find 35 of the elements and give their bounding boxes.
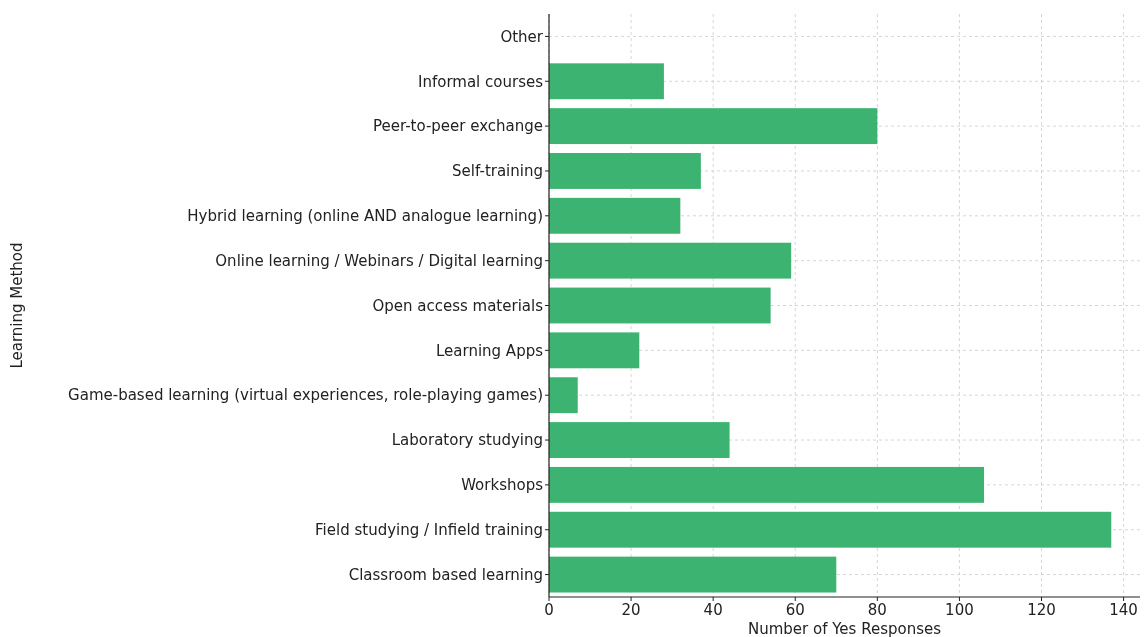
x-tick-label: 120 xyxy=(1027,601,1056,619)
y-tick-label: Peer-to-peer exchange xyxy=(372,117,543,136)
y-tick-label: Online learning / Webinars / Digital learning xyxy=(215,251,543,270)
x-tick-label: 0 xyxy=(544,601,554,619)
x-tick-label: 60 xyxy=(785,601,805,619)
x-axis-title: Number of Yes Responses xyxy=(747,620,942,637)
x-tick-label: 20 xyxy=(621,601,641,619)
x-tick-label: 100 xyxy=(945,601,974,619)
bar xyxy=(549,332,640,369)
bar xyxy=(549,197,681,234)
y-tick-label: Workshops xyxy=(461,476,544,495)
x-tick-label: 140 xyxy=(1109,601,1138,619)
y-tick-label: Other xyxy=(500,27,544,46)
y-tick-label: Learning Apps xyxy=(435,341,544,360)
bar xyxy=(549,511,1112,548)
bar xyxy=(549,556,837,593)
y-tick-label: Informal courses xyxy=(418,72,544,91)
bar xyxy=(549,422,730,458)
bar xyxy=(549,63,664,100)
bar xyxy=(549,242,792,279)
y-tick-label: Field studying / Infield training xyxy=(315,520,543,539)
y-tick-label: Laboratory studying xyxy=(391,431,543,450)
y-tick-label: Open access materials xyxy=(372,296,544,315)
x-tick-label: 80 xyxy=(867,601,887,619)
bar xyxy=(549,153,701,189)
y-tick-label: Game-based learning (virtual experiences, role-playing games) xyxy=(68,386,543,405)
bar xyxy=(549,466,985,503)
bar xyxy=(549,108,878,145)
y-tick-label: Classroom based learning xyxy=(348,565,543,584)
y-tick-label: Self-training xyxy=(452,162,543,181)
x-tick-label: 40 xyxy=(703,601,723,619)
bar xyxy=(549,287,771,324)
y-axis-title: Learning Method xyxy=(8,242,26,369)
y-tick-label: Hybrid learning (online AND analogue learning) xyxy=(187,207,543,226)
bar xyxy=(549,377,578,414)
